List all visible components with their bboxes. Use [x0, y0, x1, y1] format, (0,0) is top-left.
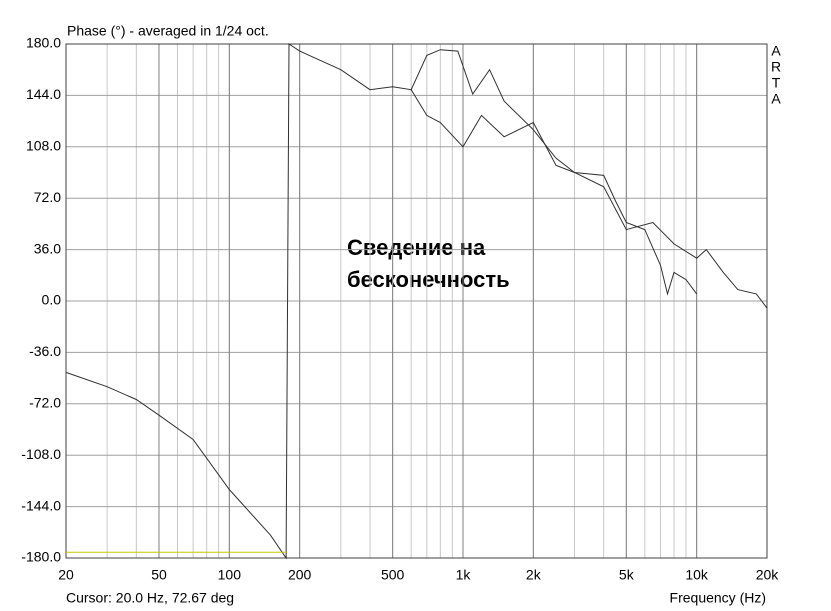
cursor-readout: Cursor: 20.0 Hz, 72.67 deg: [66, 590, 234, 606]
y-tick-label: -36.0: [29, 343, 61, 359]
y-tick-label: 0.0: [42, 292, 62, 308]
phase-line: [410, 89, 698, 296]
x-tick-label: 10k: [685, 567, 709, 583]
y-tick-label: -144.0: [21, 497, 61, 513]
x-tick-label: 50: [151, 567, 167, 583]
y-tick-label: 108.0: [26, 138, 61, 154]
y-tick-label: 180.0: [26, 35, 61, 51]
x-axis-label: Frequency (Hz): [670, 590, 766, 606]
annotation: Сведение на: [347, 235, 486, 260]
x-tick-label: 200: [288, 567, 312, 583]
x-tick-label: 500: [381, 567, 405, 583]
y-tick-label: -108.0: [21, 446, 61, 462]
y-tick-label: 36.0: [34, 240, 61, 256]
x-tick-label: 100: [218, 567, 242, 583]
phase-line: [65, 43, 768, 560]
y-tick-label: -72.0: [29, 395, 61, 411]
x-tick-label: 1k: [456, 567, 472, 583]
brand-letter: R: [771, 59, 781, 75]
x-tick-label: 5k: [619, 567, 635, 583]
brand-letter: A: [771, 43, 781, 59]
x-tick-label: 2k: [526, 567, 542, 583]
chart-title: Phase (°) - averaged in 1/24 oct.: [67, 23, 269, 39]
y-tick-label: -180.0: [21, 549, 61, 565]
x-tick-label: 20: [58, 567, 74, 583]
x-tick-label: 20k: [756, 567, 780, 583]
brand-letter: T: [772, 75, 781, 91]
y-tick-label: 144.0: [26, 86, 61, 102]
y-tick-label: 72.0: [34, 189, 61, 205]
plot-frame: [65, 43, 768, 559]
annotation: бесконечность: [347, 267, 510, 292]
brand-letter: A: [771, 91, 781, 107]
